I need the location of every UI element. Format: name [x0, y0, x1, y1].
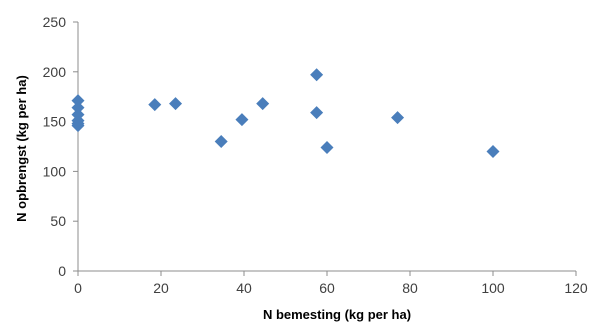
x-axis-title: N bemesting (kg per ha) [263, 307, 411, 322]
y-axis-title: N opbrengst (kg per ha) [14, 75, 29, 222]
y-tick-label: 100 [43, 163, 67, 179]
x-tick-label: 80 [402, 280, 418, 296]
x-tick-label: 40 [236, 280, 252, 296]
data-point [310, 68, 324, 82]
y-tick-label: 150 [43, 114, 67, 130]
data-point [214, 135, 228, 149]
y-ticks: 0 50 100 150 200 250 [43, 14, 78, 279]
y-tick-label: 0 [58, 263, 66, 279]
y-tick-label: 250 [43, 14, 67, 30]
data-points [71, 68, 500, 158]
x-ticks: 0 20 40 60 80 100 120 [74, 271, 588, 296]
data-point [235, 113, 249, 127]
data-point [71, 101, 85, 115]
x-tick-label: 120 [564, 280, 588, 296]
data-point [486, 144, 500, 158]
data-point [310, 106, 324, 120]
y-tick-label: 200 [43, 64, 67, 80]
x-tick-label: 60 [319, 280, 335, 296]
x-tick-label: 0 [74, 280, 82, 296]
data-point [256, 97, 270, 111]
data-point [148, 98, 162, 112]
data-point [169, 97, 183, 111]
y-tick-label: 50 [50, 213, 66, 229]
x-tick-label: 20 [153, 280, 169, 296]
x-tick-label: 100 [481, 280, 505, 296]
data-point [320, 140, 334, 154]
data-point [71, 94, 85, 108]
data-point [391, 111, 405, 125]
data-point [71, 117, 85, 131]
